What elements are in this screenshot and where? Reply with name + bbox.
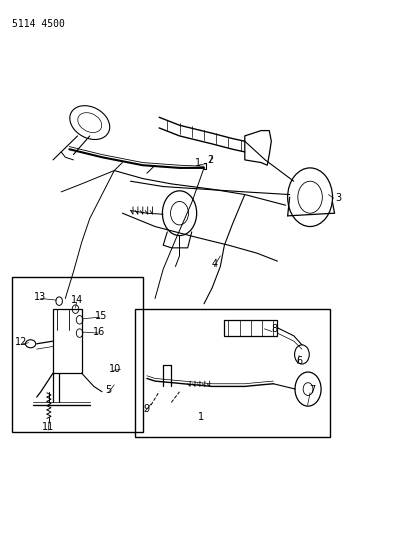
- Text: 8: 8: [271, 325, 277, 334]
- Text: 6: 6: [297, 357, 303, 366]
- Text: 5114 4500: 5114 4500: [12, 19, 65, 29]
- Text: 2: 2: [207, 155, 213, 165]
- Text: 12: 12: [15, 337, 27, 347]
- Text: 11: 11: [42, 423, 54, 432]
- Text: 1: 1: [195, 158, 201, 167]
- Text: 5: 5: [105, 385, 111, 395]
- Text: 7: 7: [309, 385, 315, 395]
- Text: 16: 16: [93, 327, 105, 336]
- Text: 1: 1: [197, 412, 204, 422]
- Text: 9: 9: [143, 405, 149, 414]
- Text: 4: 4: [211, 259, 217, 269]
- Text: 14: 14: [71, 295, 83, 304]
- Text: 15: 15: [95, 311, 107, 320]
- Text: 10: 10: [109, 364, 121, 374]
- Text: 3: 3: [335, 193, 342, 203]
- Text: 13: 13: [34, 293, 46, 302]
